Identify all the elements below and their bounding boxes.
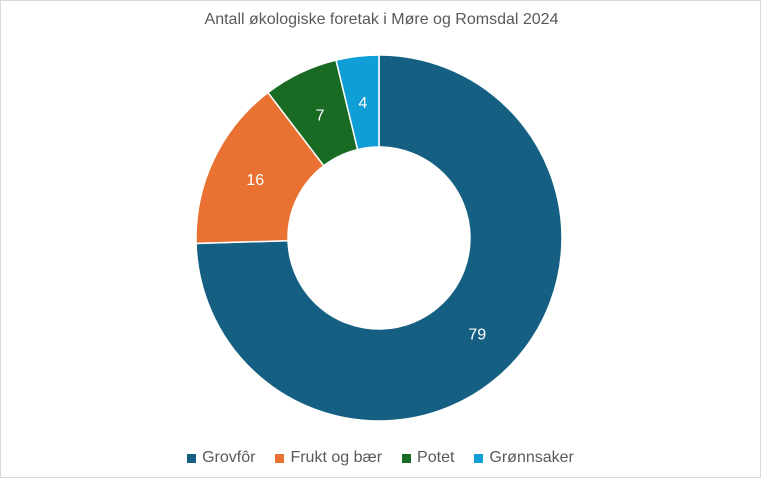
legend-label: Grovfôr — [202, 449, 256, 466]
data-label-0: 79 — [468, 326, 486, 343]
legend-label: Grønnsaker — [489, 449, 574, 466]
data-label-3: 4 — [358, 95, 367, 112]
legend-swatch — [474, 453, 484, 463]
legend: Grovfôr Frukt og bær Potet Grønnsaker — [0, 449, 761, 467]
legend-swatch — [402, 453, 412, 463]
legend-swatch — [187, 453, 197, 463]
legend-item: Frukt og bær — [275, 449, 382, 467]
legend-item: Potet — [402, 449, 454, 467]
donut-slice-1 — [195, 91, 325, 245]
legend-item: Grønnsaker — [474, 449, 574, 467]
data-label-1: 16 — [246, 172, 264, 189]
chart-title: Antall økologiske foretak i Møre og Roms… — [204, 11, 559, 28]
legend-label: Potet — [417, 449, 455, 466]
donut-slice-0 — [195, 54, 563, 422]
legend-label: Frukt og bær — [290, 449, 383, 466]
legend-item: Grovfôr — [187, 449, 255, 467]
legend-swatch — [275, 453, 285, 463]
donut-slice-3 — [335, 54, 380, 151]
data-label-2: 7 — [316, 107, 325, 124]
